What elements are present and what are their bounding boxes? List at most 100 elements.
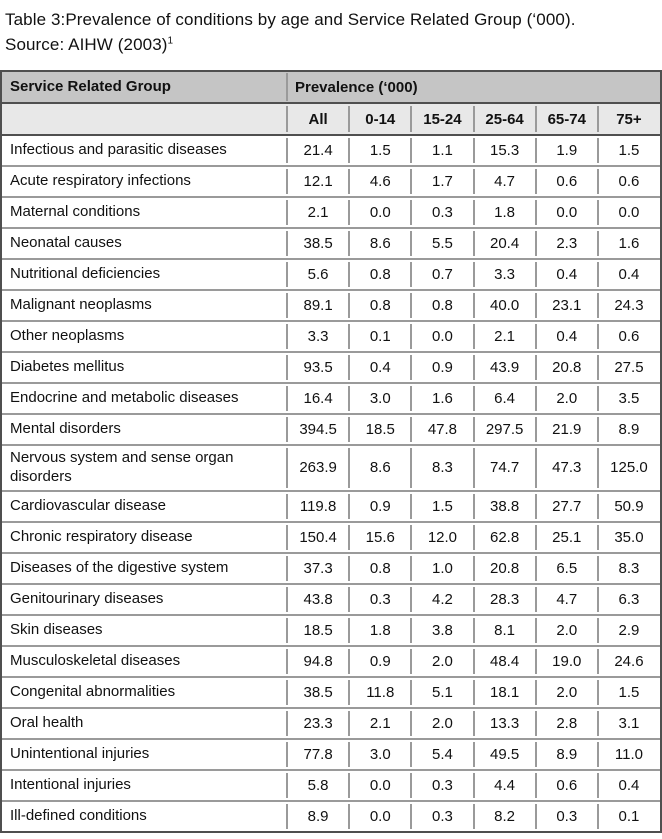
value-cell: 1.5 [596,136,660,165]
value-cell: 13.3 [472,709,536,738]
value-cell: 2.0 [410,709,473,738]
table-row: Nervous system and sense organ disorders… [2,444,660,490]
value-cell: 8.9 [534,740,598,769]
value-cell: 3.8 [410,616,473,645]
value-cell: 0.6 [596,322,660,351]
value-cell: 0.9 [410,353,473,382]
table-row: Ill-defined conditions 8.9 0.0 0.3 8.2 0.3 0.1 [2,799,660,831]
value-cell: 15.6 [348,523,411,552]
value-cell: 77.8 [285,740,349,769]
value-cell: 1.7 [410,167,473,196]
value-cell: 0.6 [534,771,598,800]
condition-label: Intentional injuries [10,775,131,793]
value-cell: 8.3 [596,554,660,583]
value-cell: 3.1 [596,709,660,738]
value-cell: 0.3 [410,802,473,831]
value-cell: 0.4 [596,260,660,289]
subheader-empty-cell [2,104,287,134]
value-cell: 2.9 [596,616,660,645]
value-cell: 5.8 [285,771,349,800]
value-cell: 8.6 [348,229,411,258]
value-cell: 94.8 [285,647,349,676]
value-cell: 8.9 [285,802,349,831]
value-cell: 2.0 [534,616,598,645]
header-prevalence: Prevalence (‘000) [286,72,660,102]
condition-label: Skin diseases [10,620,103,638]
table-row: Skin diseases 18.5 1.8 3.8 8.1 2.0 2.9 [2,613,660,645]
value-cell: 38.5 [285,678,349,707]
value-cell: 0.6 [596,167,660,196]
value-cell: 3.3 [285,322,349,351]
condition-label: Other neoplasms [10,327,125,345]
value-cell: 1.5 [348,136,411,165]
condition-label: Nutritional deficiencies [10,265,161,283]
condition-label: Acute respiratory infections [10,172,191,190]
condition-label: Diseases of the digestive system [10,558,229,576]
value-cell: 3.0 [348,384,411,413]
value-cell: 0.0 [348,771,411,800]
value-cell: 20.8 [472,554,536,583]
header-age-column: 65-74 [534,104,598,134]
caption-line-2: Source: AIHW (2003)1 [5,35,174,54]
value-cell: 6.4 [472,384,536,413]
table-row: Mental disorders 394.5 18.5 47.8 297.5 21.9 8.… [2,413,660,444]
condition-label: Maternal conditions [10,203,141,221]
value-cell: 47.3 [534,446,598,490]
condition-label: Neonatal causes [10,234,122,252]
value-cell: 0.0 [534,198,598,227]
value-cell: 20.8 [534,353,598,382]
table-header-row: Service Related Group Prevalence (‘000) [2,72,660,104]
value-cell: 263.9 [285,446,349,490]
value-cell: 24.6 [596,647,660,676]
value-cell: 0.8 [348,554,411,583]
value-cell: 0.0 [410,322,473,351]
value-cell: 0.3 [410,771,473,800]
value-cell: 297.5 [472,415,536,444]
table-row: Chronic respiratory disease 150.4 15.6 12.0… [2,520,660,552]
value-cell: 2.0 [410,647,473,676]
value-cell: 0.4 [534,260,598,289]
value-cell: 1.1 [410,136,473,165]
value-cell: 0.3 [410,198,473,227]
value-cell: 18.1 [472,678,536,707]
table-body: Infectious and parasitic diseases 21.4 1.5… [2,136,660,831]
value-cell: 49.5 [472,740,536,769]
value-cell: 15.3 [472,136,536,165]
value-cell: 4.7 [472,167,536,196]
value-cell: 12.0 [410,523,473,552]
value-cell: 119.8 [285,492,349,521]
condition-label: Diabetes mellitus [10,358,125,376]
value-cell: 40.0 [472,291,536,320]
table-row: Neonatal causes 38.5 8.6 5.5 20.4 2.3 1.6 [2,227,660,258]
value-cell: 23.3 [285,709,349,738]
table-row: Intentional injuries 5.8 0.0 0.3 4.4 0.6 0.4 [2,768,660,800]
table-subheader-row: All 0-14 15-24 25-64 65-74 75+ [2,104,660,136]
table-row: Oral health 23.3 2.1 2.0 13.3 2.8 3.1 [2,706,660,738]
value-cell: 0.3 [534,802,598,831]
value-cell: 0.9 [348,647,411,676]
condition-label: Oral health [10,713,84,731]
condition-label: Malignant neoplasms [10,296,152,314]
value-cell: 1.0 [410,554,473,583]
value-cell: 48.4 [472,647,536,676]
value-cell: 2.0 [534,384,598,413]
value-cell: 0.6 [534,167,598,196]
value-cell: 2.3 [534,229,598,258]
value-cell: 1.5 [596,678,660,707]
header-age-column: 75+ [596,104,660,134]
value-cell: 24.3 [596,291,660,320]
value-cell: 6.5 [534,554,598,583]
value-cell: 0.1 [348,322,411,351]
condition-label: Infectious and parasitic diseases [10,141,227,159]
value-cell: 0.4 [348,353,411,382]
value-cell: 0.8 [348,260,411,289]
value-cell: 0.4 [596,771,660,800]
condition-label: Chronic respiratory disease [10,527,193,545]
condition-label: Mental disorders [10,420,121,438]
value-cell: 2.1 [348,709,411,738]
value-cell: 3.3 [472,260,536,289]
value-cell: 1.6 [596,229,660,258]
value-cell: 35.0 [596,523,660,552]
value-cell: 2.8 [534,709,598,738]
condition-label: Cardiovascular disease [10,496,166,514]
